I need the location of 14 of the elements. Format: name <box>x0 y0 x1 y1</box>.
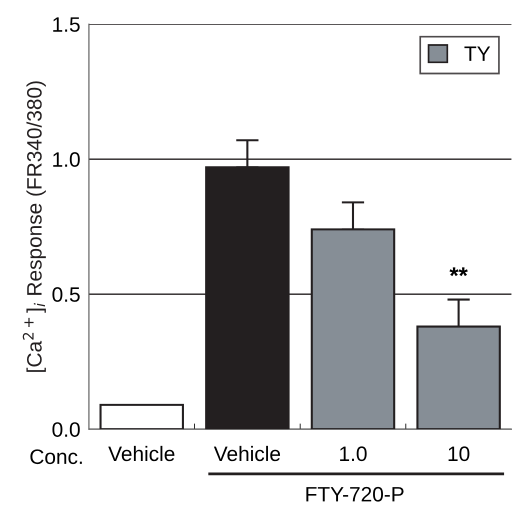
y-tick-label: 0.0 <box>52 422 80 437</box>
y-tick-label: 0.5 <box>52 287 80 302</box>
x-tick-label: 10 <box>448 446 470 462</box>
y-tick-label: 1.5 <box>53 17 80 32</box>
x-tick-label: Vehicle <box>214 446 280 462</box>
legend-label: TY <box>464 46 490 61</box>
annotation: ** <box>449 267 468 276</box>
bar <box>99 404 184 430</box>
text: FTY-720-P <box>306 486 404 502</box>
y-tick-label: 1.0 <box>53 152 80 167</box>
x-tick-label: 1.0 <box>340 446 367 462</box>
text: Conc. <box>30 449 82 464</box>
y-axis-title: [Ca$^{2+}$]$_{i}$ Response (FR340/380) <box>22 81 46 372</box>
x-tick-label: Vehicle <box>108 446 174 462</box>
